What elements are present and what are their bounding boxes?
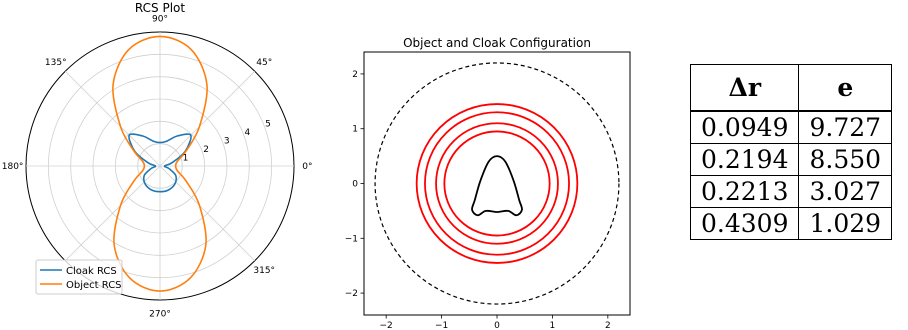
outer-boundary-circle (374, 62, 620, 305)
y-tick-label: 2 (352, 70, 358, 80)
x-tick-label: 0 (494, 321, 500, 330)
table-row: 0.2194 8.550 (689, 143, 893, 176)
rcs-plot-title: RCS Plot (135, 1, 185, 15)
polar-legend: Cloak RCS Object RCS (35, 259, 123, 295)
table-header-row: Δr e (689, 64, 893, 112)
angle-tick-label: 315° (253, 266, 275, 276)
cell-e: 9.727 (798, 110, 893, 144)
y-tick-label: 0 (352, 180, 358, 190)
angle-tick-label: 45° (256, 58, 272, 68)
results-table-container: Δr e 0.0949 9.727 0.2194 8.550 0.2213 3.… (689, 64, 893, 240)
x-tick-label: 1 (550, 321, 556, 330)
x-tick-label: 2 (605, 321, 611, 330)
y-tick-label: 1 (352, 125, 358, 135)
cell-e: 3.027 (798, 175, 893, 208)
configuration-plot-title: Object and Cloak Configuration (403, 36, 591, 50)
cell-e: 8.550 (798, 143, 893, 176)
cell-delta-r: 0.2213 (689, 175, 800, 208)
polar-tick-labels: 0° 45° 90° 135° 180° 270° 315° 1 2 3 4 5 (2, 15, 313, 320)
cloak-ring (415, 103, 579, 264)
angle-tick-label: 90° (152, 15, 168, 25)
cell-e: 1.029 (798, 207, 893, 240)
configuration-plot: Object and Cloak Configuration −2 −1 0 1 2 2 1… (345, 36, 631, 330)
radial-tick-label: 4 (245, 128, 251, 138)
y-tick-label: −2 (345, 289, 358, 299)
cell-delta-r: 0.4309 (689, 207, 800, 240)
polar-grid (25, 31, 295, 301)
radial-tick-label: 2 (203, 145, 209, 155)
legend-label-cloak: Cloak RCS (66, 266, 117, 277)
rcs-polar-plot: RCS Plot 0° 45° 90° 135° 180° 270° 315° 1 2 3 4 5 C… (2, 1, 313, 319)
angle-tick-label: 180° (2, 162, 24, 172)
polar-grid-spoke (64, 165, 161, 262)
angle-tick-label: 270° (149, 309, 171, 319)
polar-grid-spoke (159, 70, 256, 167)
cell-delta-r: 0.0949 (689, 110, 800, 144)
column-header-delta-r: Δr (689, 64, 800, 112)
table-row: 0.0949 9.727 (689, 110, 893, 144)
table-row: 0.4309 1.029 (689, 207, 893, 240)
configuration-content (374, 62, 620, 305)
angle-tick-label: 0° (302, 162, 312, 172)
plot-frame (363, 51, 631, 316)
configuration-ticks: −2 −1 0 1 2 2 1 0 −1 −2 (345, 70, 611, 330)
object-shape (471, 155, 523, 217)
cloak-ring (443, 130, 551, 237)
polar-series (112, 35, 208, 292)
radial-tick-label: 5 (265, 119, 271, 129)
results-table: Δr e 0.0949 9.727 0.2194 8.550 0.2213 3.… (689, 64, 893, 240)
x-tick-label: −1 (435, 321, 448, 330)
legend-box (35, 259, 123, 295)
polar-grid-spoke (159, 165, 256, 262)
y-tick-label: −1 (345, 234, 358, 244)
legend-label-object: Object RCS (66, 280, 122, 291)
cell-delta-r: 0.2194 (689, 143, 800, 176)
cloak-ring (424, 111, 570, 256)
x-tick-label: −2 (380, 321, 393, 330)
column-header-e: e (798, 64, 893, 112)
angle-tick-label: 135° (45, 58, 67, 68)
table-row: 0.2213 3.027 (689, 175, 893, 208)
radial-tick-label: 1 (183, 153, 189, 163)
polar-grid-spoke (64, 70, 161, 167)
object-rcs-line (112, 35, 208, 292)
radial-tick-label: 3 (224, 136, 230, 146)
cloak-rcs-line (128, 133, 192, 193)
cloak-ring (435, 122, 559, 245)
